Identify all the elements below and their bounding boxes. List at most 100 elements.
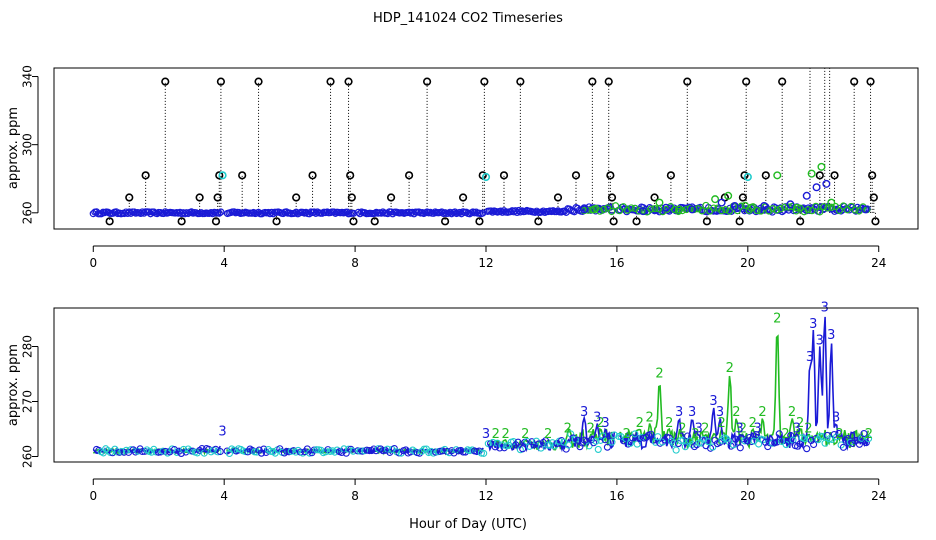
baseline-point [617,433,625,441]
bottom-y-tick-label: 270 [21,390,35,413]
series-2-marker: 2 [865,427,873,442]
spike-point [326,77,335,86]
series-3-marker: 3 [735,422,743,437]
baseline-point [860,429,868,438]
baseline-point [516,208,524,216]
spike-point [480,77,489,86]
green-point [847,202,855,211]
series-2-marker: 2 [732,405,740,420]
series-2-marker: 2 [788,405,796,420]
elevated-point [807,169,816,178]
baseline-point [187,208,196,216]
series-3-marker: 3 [806,350,814,365]
spike-point [499,171,509,180]
baseline-point [487,207,495,215]
spike-point [458,193,468,202]
spike-point [866,77,875,86]
spike-point [735,217,744,226]
baseline-point [356,447,364,455]
series-3-marker: 3 [601,416,609,431]
spike-point [238,171,247,180]
series-2-marker: 2 [521,427,529,442]
baseline-point [310,208,318,216]
baseline-point [175,447,183,455]
baseline-point [451,208,459,216]
baseline-point [109,449,117,457]
baseline-point [839,443,847,451]
spike-point [761,171,770,180]
green-point [839,202,847,210]
baseline-point [752,431,760,439]
baseline-point [322,448,330,456]
green-point [796,204,804,212]
green-point [812,202,820,210]
baseline-point [480,449,488,457]
baseline-point [736,444,744,452]
baseline-point [853,436,861,444]
baseline-point [567,430,575,438]
baseline-point [137,209,145,218]
green-point [835,206,844,215]
baseline-point [216,448,224,456]
spike-point [650,193,659,202]
top-x-tick-label: 0 [89,256,97,270]
spike-point [215,171,224,180]
spike-point [211,217,221,226]
baseline-point [855,440,863,448]
spike-point [871,217,880,226]
spike-point [869,193,878,202]
spike-point [254,77,263,86]
baseline-point [688,440,696,449]
spike-point [292,193,301,202]
baseline-point [513,208,521,217]
spike-point [349,217,358,226]
baseline-point [649,436,657,444]
top-x-tick-label: 16 [609,256,624,270]
baseline-point [477,449,485,457]
baseline-point [138,447,146,456]
baseline-point [215,209,223,217]
baseline-point [594,445,602,453]
baseline-point [106,448,114,457]
spike-point [850,77,859,86]
baseline-point [686,437,694,445]
baseline-point [629,434,637,442]
baseline-point [515,206,523,215]
elevated-point [827,198,836,207]
series-2-marker: 2 [781,427,789,442]
series-3-marker: 3 [593,411,601,426]
baseline-point [438,208,446,216]
baseline-point [592,437,600,445]
top-y-tick-label: 340 [21,65,35,88]
baseline-point [837,441,845,449]
baseline-point [406,448,414,456]
baseline-point [681,443,689,451]
bottom-y-tick-label: 280 [21,335,35,358]
baseline-point [472,208,480,216]
top-y-axis: 260 300 340 [21,65,39,224]
baseline-point [796,440,804,448]
elevated-point [812,183,821,192]
baseline-point [372,447,380,455]
elevated-point [822,179,831,188]
spike-point [796,217,805,226]
green-point [611,202,620,210]
baseline-point [461,448,469,456]
baseline-point [775,430,783,438]
spike-point [683,77,692,86]
baseline-point [330,208,338,216]
green-point [820,203,828,211]
spike-point [534,217,543,226]
baseline-point [814,436,822,444]
baseline-point [803,445,811,453]
baseline-point [177,449,185,457]
cyan-point [481,172,491,182]
spike-point [778,77,787,86]
top-panel-series [89,68,880,226]
baseline-point [120,448,128,456]
cyan-point [743,172,752,182]
spike-point [141,171,150,180]
green-point [600,205,608,214]
top-x-tick-label: 24 [871,256,886,270]
